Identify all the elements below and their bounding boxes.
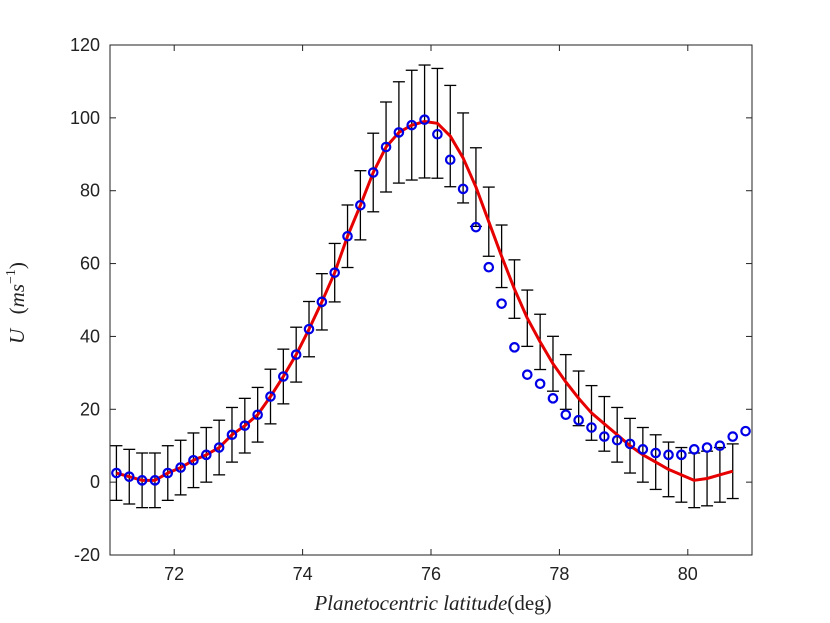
y-tick-labels: -20 0 20 40 60 80 100 120 — [70, 35, 100, 565]
data-point — [355, 199, 366, 211]
data-point — [149, 475, 161, 486]
x-axis-title: Planetocentric latitude(deg) — [313, 591, 551, 615]
x-tick-label: 74 — [293, 564, 313, 584]
data-point — [419, 114, 430, 125]
x-tick-labels: 72 74 76 78 80 — [164, 564, 698, 584]
y-tick-label: 0 — [90, 472, 100, 492]
x-tick-label: 76 — [421, 564, 441, 584]
y-tick-label: 100 — [70, 108, 100, 128]
data-point — [444, 154, 456, 166]
y-axis-unit-exponent: −1 — [4, 269, 19, 284]
data-point — [676, 449, 687, 461]
data-point — [521, 369, 533, 380]
data-point — [611, 434, 623, 446]
data-point — [637, 444, 649, 455]
x-tick-label: 80 — [678, 564, 698, 584]
x-axis-label: Planetocentric latitude — [313, 591, 507, 615]
data-point — [688, 444, 700, 455]
data-point — [432, 128, 443, 140]
y-axis-title: U (ms−1) — [4, 262, 29, 344]
data-point — [316, 296, 328, 308]
x-axis-unit: (deg) — [507, 591, 551, 615]
data-point — [534, 378, 546, 390]
data-point — [509, 342, 520, 353]
data-point — [714, 440, 726, 452]
data-point — [342, 230, 353, 242]
model-line-layer — [116, 120, 734, 482]
data-point — [303, 323, 315, 335]
errorbar-layer — [110, 64, 739, 509]
data-point — [650, 447, 661, 459]
data-point — [175, 462, 186, 473]
data-point — [213, 442, 225, 453]
y-tick-label: 60 — [80, 254, 100, 274]
y-axis-unit: ms — [5, 284, 29, 307]
x-tick-label: 72 — [164, 564, 184, 584]
data-point — [226, 429, 238, 441]
data-point — [111, 467, 122, 479]
axes — [109, 44, 753, 556]
y-tick-label: 80 — [80, 181, 100, 201]
data-point — [573, 414, 584, 426]
data-point — [393, 127, 405, 138]
y-tick-label: 40 — [80, 326, 100, 346]
data-point — [136, 475, 148, 486]
data-point — [560, 409, 572, 421]
data-point — [483, 261, 495, 273]
y-tick-label: -20 — [74, 545, 100, 565]
data-point — [239, 420, 251, 431]
x-tick-label: 78 — [549, 564, 569, 584]
observed-points-layer — [111, 114, 751, 486]
y-tick-label: 20 — [80, 399, 100, 419]
y-axis-variable: U — [5, 327, 29, 344]
data-point — [367, 167, 379, 178]
data-point — [188, 454, 199, 466]
data-point — [123, 471, 135, 482]
data-point — [201, 449, 212, 461]
data-point — [252, 409, 263, 421]
data-point — [496, 298, 507, 309]
data-point — [457, 183, 469, 195]
data-point — [278, 371, 289, 382]
data-point — [265, 391, 276, 402]
data-point — [162, 467, 174, 479]
y-tick-label: 120 — [70, 35, 100, 55]
data-point — [624, 438, 636, 450]
model-line — [116, 120, 734, 482]
data-point — [290, 349, 302, 360]
data-point — [380, 141, 392, 153]
data-point — [586, 422, 597, 433]
data-point — [547, 393, 559, 404]
data-point — [701, 442, 713, 453]
data-point — [470, 221, 482, 233]
data-point — [663, 449, 674, 461]
data-point — [329, 267, 340, 278]
data-point — [599, 431, 610, 442]
data-point — [406, 119, 418, 131]
data-point — [727, 431, 739, 442]
data-point — [740, 425, 751, 437]
errorbar — [110, 445, 123, 502]
